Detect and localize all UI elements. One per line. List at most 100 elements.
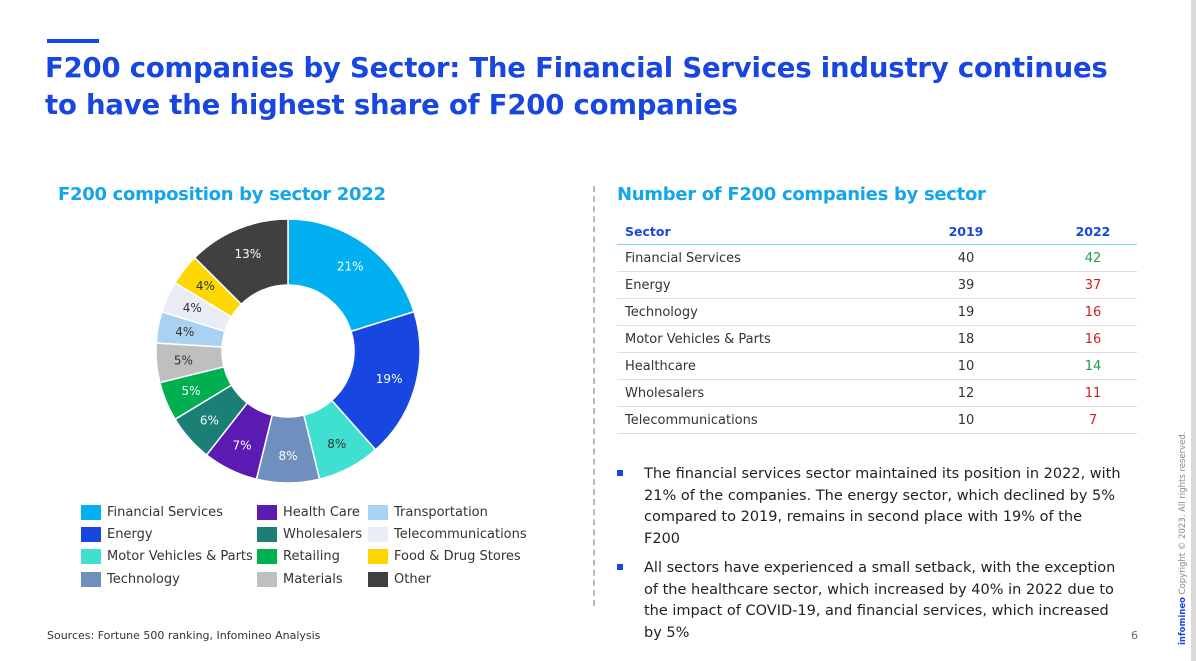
table-row: Motor Vehicles & Parts 18 16 (617, 325, 1137, 353)
value-2022-cell: 37 (1049, 271, 1137, 299)
legend-label: Motor Vehicles & Parts (107, 549, 253, 565)
slice-value-label: 4% (196, 279, 215, 293)
value-2022-cell: 11 (1049, 379, 1137, 407)
legend-label: Transportation (394, 504, 488, 520)
page-number: 6 (1131, 629, 1138, 642)
value-2019-cell: 10 (883, 406, 1049, 434)
legend-label: Retailing (283, 549, 340, 565)
legend-swatch (81, 526, 101, 542)
donut-slice (287, 218, 415, 333)
sector-cell: Healthcare (617, 352, 883, 380)
table-title: Number of F200 companies by sector (617, 184, 986, 205)
legend-item: Retailing (257, 546, 362, 568)
table-row: Financial Services 40 42 (617, 244, 1137, 272)
legend-swatch (257, 504, 277, 520)
legend-column: Health Care Wholesalers Retailing Materials (257, 501, 362, 590)
table-header-row: Sector 2019 2022 (617, 218, 1137, 245)
legend-swatch (257, 571, 277, 587)
table-row: Telecommunications 10 7 (617, 406, 1137, 434)
legend-item: Financial Services (81, 501, 253, 523)
legend-item: Health Care (257, 501, 362, 523)
legend-item: Other (368, 568, 527, 590)
value-2019-cell: 39 (883, 271, 1049, 299)
slice-value-label: 8% (327, 437, 346, 451)
brand-name: infomineo (1178, 597, 1188, 645)
legend-swatch (257, 526, 277, 542)
sector-cell: Technology (617, 298, 883, 326)
legend-item: Materials (257, 568, 362, 590)
finding-text: The financial services sector maintained… (644, 466, 1121, 547)
sector-cell: Financial Services (617, 244, 883, 272)
legend-label: Materials (283, 571, 343, 587)
section-divider (593, 186, 595, 606)
table-row: Healthcare 10 14 (617, 352, 1137, 380)
legend-label: Telecommunications (394, 526, 527, 542)
table-row: Wholesalers 12 11 (617, 379, 1137, 407)
legend-item: Wholesalers (257, 523, 362, 545)
legend-label: Wholesalers (283, 526, 363, 542)
sector-count-table: Sector 2019 2022 Financial Services 40 42 E… (617, 218, 1137, 434)
table-row: Technology 19 16 (617, 298, 1137, 326)
legend-label: Energy (107, 526, 153, 542)
legend-item: Telecommunications (368, 523, 527, 545)
legend-item: Motor Vehicles & Parts (81, 546, 253, 568)
donut-chart-title: F200 composition by sector 2022 (58, 184, 386, 205)
sector-cell: Energy (617, 271, 883, 299)
copyright-notice: infomineo Copyright © 2023. All rights r… (1178, 431, 1188, 645)
slice-value-label: 5% (181, 384, 200, 398)
legend-swatch (368, 549, 388, 565)
value-2019-cell: 18 (883, 325, 1049, 353)
value-2019-cell: 19 (883, 298, 1049, 326)
donut-chart: 21% 19% 8% 8% 7% 6% 5% 5% 4% 4% 4% 13% (155, 218, 421, 484)
legend-column: Transportation Telecommunications Food & D… (368, 501, 527, 590)
page-title: F200 companies by Sector: The Financial … (45, 52, 1108, 121)
sector-cell: Motor Vehicles & Parts (617, 325, 883, 353)
legend-swatch (81, 571, 101, 587)
legend-label: Food & Drug Stores (394, 549, 521, 565)
value-2022-cell: 42 (1049, 244, 1137, 272)
value-2022-cell: 14 (1049, 352, 1137, 380)
column-header-2019: 2019 (883, 218, 1049, 245)
bullet-square-icon (617, 564, 623, 570)
slice-value-label: 7% (233, 438, 252, 452)
slice-value-label: 4% (183, 301, 202, 315)
value-2019-cell: 40 (883, 244, 1049, 272)
side-strip (1191, 0, 1196, 661)
bullet-square-icon (617, 470, 623, 476)
finding-text: All sectors have experienced a small set… (644, 560, 1116, 641)
value-2019-cell: 10 (883, 352, 1049, 380)
legend-swatch (368, 526, 388, 542)
title-accent-bar (47, 39, 99, 43)
legend-label: Financial Services (107, 504, 223, 520)
slice-value-label: 21% (337, 259, 364, 273)
value-2022-cell: 16 (1049, 325, 1137, 353)
legend-swatch (257, 549, 277, 565)
legend-item: Food & Drug Stores (368, 546, 527, 568)
finding-bullet: The financial services sector maintained… (617, 464, 1122, 550)
legend-column: Financial Services Energy Motor Vehicles &… (81, 501, 253, 590)
key-findings-list: The financial services sector maintained… (617, 464, 1122, 652)
legend-swatch (368, 504, 388, 520)
slice-value-label: 19% (376, 372, 403, 386)
legend-swatch (368, 571, 388, 587)
legend-label: Other (394, 571, 431, 587)
table-row: Energy 39 37 (617, 271, 1137, 299)
slice-value-label: 4% (175, 325, 194, 339)
legend-swatch (81, 549, 101, 565)
legend-item: Energy (81, 523, 253, 545)
sector-cell: Telecommunications (617, 406, 883, 434)
source-note: Sources: Fortune 500 ranking, Infomineo … (47, 629, 321, 642)
column-header-sector: Sector (617, 218, 883, 245)
legend-item: Technology (81, 568, 253, 590)
column-header-2022: 2022 (1049, 218, 1137, 245)
legend-swatch (81, 504, 101, 520)
donut-slice (193, 218, 289, 306)
slice-value-label: 5% (174, 354, 193, 368)
legend-item: Transportation (368, 501, 527, 523)
value-2022-cell: 16 (1049, 298, 1137, 326)
legend-label: Technology (107, 571, 180, 587)
sector-cell: Wholesalers (617, 379, 883, 407)
copyright-text: Copyright © 2023. All rights reserved. (1178, 431, 1188, 595)
value-2019-cell: 12 (883, 379, 1049, 407)
finding-bullet: All sectors have experienced a small set… (617, 558, 1122, 644)
